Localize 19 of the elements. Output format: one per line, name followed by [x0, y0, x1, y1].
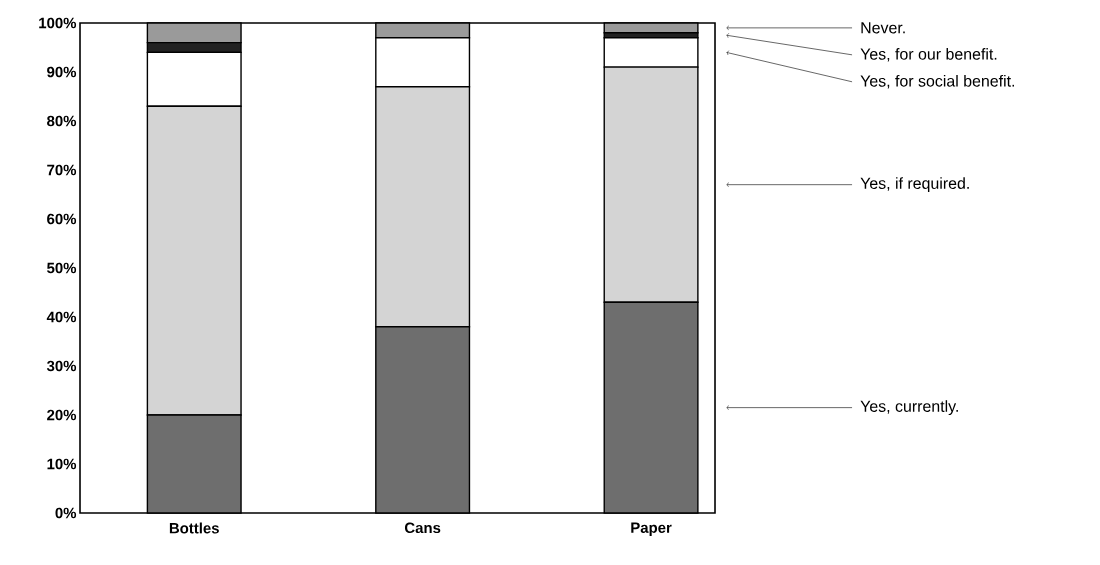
y-tick-label: 10% [47, 458, 77, 470]
y-tick-label: 30% [46, 360, 77, 372]
y-tick-label: 80% [47, 115, 77, 127]
x-tick-label: Cans [404, 522, 441, 534]
y-tick-label: 0% [55, 507, 77, 519]
y-tick-label: 90% [47, 66, 77, 78]
text: Yes, for our benefit. [860, 48, 997, 62]
y-tick-label: 50% [47, 262, 77, 274]
x-tick-label: Paper [631, 522, 672, 536]
text: Never. [861, 22, 905, 34]
text: Yes, for social benefit. [860, 74, 1015, 89]
text: Yes, if required. [860, 177, 969, 193]
x-tick-label: Bottles [169, 522, 219, 534]
y-tick-label: 100% [39, 17, 77, 29]
y-tick-label: 40% [46, 311, 77, 323]
y-tick-label: 60% [47, 213, 77, 225]
text: Yes, currently. [860, 400, 958, 416]
y-tick-label: 20% [47, 409, 77, 421]
y-tick-label: 70% [47, 164, 77, 176]
